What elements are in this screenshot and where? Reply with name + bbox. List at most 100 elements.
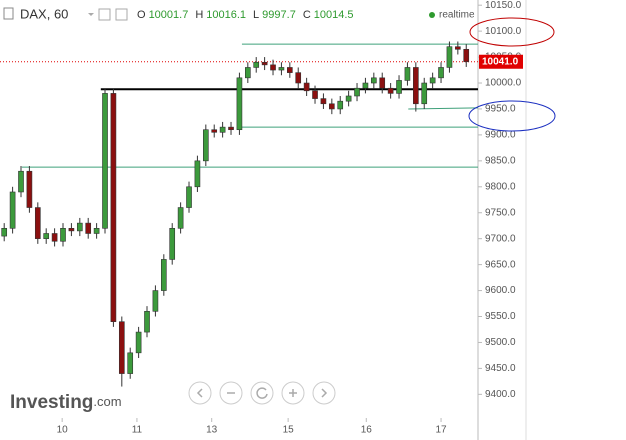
candle-body bbox=[186, 186, 192, 208]
candle-body bbox=[379, 77, 386, 89]
candle-body bbox=[177, 207, 184, 229]
candles bbox=[1, 41, 470, 387]
candle-body bbox=[228, 126, 234, 131]
y-tick-label: 10150.0 bbox=[485, 0, 522, 11]
logo: Investing.com bbox=[10, 392, 122, 413]
candle-body bbox=[18, 170, 24, 193]
ohlc-readout: O 10001.7 H 10016.1 L 9997.7 C 10014.5 bbox=[137, 9, 354, 21]
ohlc-key: C bbox=[303, 9, 311, 21]
candle-body bbox=[295, 72, 302, 84]
candle-body bbox=[362, 82, 369, 89]
candle-body bbox=[68, 228, 75, 232]
drawings bbox=[0, 43, 479, 168]
reset-button[interactable] bbox=[250, 381, 274, 405]
candle-body bbox=[337, 100, 344, 110]
scroll-right-button[interactable] bbox=[312, 381, 336, 405]
candle-body bbox=[463, 48, 470, 63]
y-tick-label: 9700.0 bbox=[485, 233, 516, 244]
candle-body bbox=[371, 77, 377, 84]
y-tick-label: 9650.0 bbox=[485, 259, 516, 270]
icon-left bbox=[196, 388, 203, 398]
x-tick-label: 10 bbox=[57, 425, 69, 436]
candle-body bbox=[26, 170, 33, 208]
candle-body bbox=[404, 67, 411, 81]
candle-body bbox=[413, 67, 419, 105]
ohlc-key: H bbox=[195, 9, 203, 21]
logo-suffix: .com bbox=[93, 394, 121, 409]
icon-right bbox=[321, 388, 328, 398]
scroll-left-button[interactable] bbox=[188, 381, 212, 405]
candle-body bbox=[287, 67, 293, 73]
candle-body bbox=[160, 259, 167, 291]
candle-body bbox=[43, 233, 50, 239]
candle-body bbox=[219, 126, 226, 133]
last-price-box bbox=[479, 54, 523, 69]
candle-body bbox=[253, 61, 260, 68]
x-tick-label: 15 bbox=[283, 425, 295, 436]
nav-icons bbox=[196, 387, 328, 399]
candle-body bbox=[396, 80, 402, 94]
candle-body bbox=[455, 46, 461, 50]
y-tick-label: 9950.0 bbox=[485, 104, 516, 115]
candle-body bbox=[127, 352, 134, 374]
candle-body bbox=[102, 93, 108, 229]
candle-body bbox=[194, 160, 201, 188]
icon-reset bbox=[256, 387, 268, 399]
candle-body bbox=[144, 311, 150, 333]
axes: 9400.0 9450.0 9500.0 9550.0 9600.0 9650.0 9700… bbox=[57, 0, 523, 436]
candle-body bbox=[211, 129, 218, 133]
annotation-ellipse bbox=[469, 17, 555, 47]
ohlc-value: 10016.1 bbox=[206, 9, 246, 21]
candle-body bbox=[421, 82, 428, 105]
candle-body bbox=[387, 87, 394, 94]
candle-body bbox=[135, 331, 142, 354]
candle-body bbox=[303, 82, 310, 92]
ohlc-value: 10014.5 bbox=[314, 9, 354, 21]
x-tick-label: 11 bbox=[132, 425, 143, 436]
candle-body bbox=[329, 103, 335, 110]
candle-body bbox=[85, 222, 92, 234]
x-tick-label: 17 bbox=[435, 425, 447, 436]
ohlc-value: 10001.7 bbox=[149, 9, 189, 21]
y-tick-label: 10000.0 bbox=[485, 78, 522, 89]
nav-buttons bbox=[188, 381, 336, 405]
candle-body bbox=[51, 233, 58, 242]
y-tick-label: 9900.0 bbox=[485, 130, 516, 141]
candle-body bbox=[236, 77, 243, 131]
realtime-dot bbox=[429, 12, 435, 18]
candle-body bbox=[438, 67, 444, 79]
candle-body bbox=[60, 228, 66, 242]
y-tick-label: 9500.0 bbox=[485, 337, 516, 348]
candle-body bbox=[202, 129, 209, 162]
annotation-ellipse bbox=[468, 100, 556, 132]
candle-body bbox=[169, 228, 176, 260]
candle-body bbox=[261, 61, 268, 66]
candle-body bbox=[354, 87, 360, 97]
candle-body bbox=[429, 77, 436, 84]
settings-icon[interactable] bbox=[98, 8, 111, 21]
candle-body bbox=[245, 67, 251, 79]
realtime-label: realtime bbox=[439, 10, 475, 21]
y-tick-label: 9750.0 bbox=[485, 207, 516, 218]
x-tick-label: 13 bbox=[206, 425, 218, 436]
ohlc-value: 9997.7 bbox=[262, 9, 296, 21]
candle-body bbox=[312, 90, 318, 99]
icon-plus bbox=[289, 389, 297, 397]
candle-body bbox=[110, 93, 117, 322]
candle-body bbox=[118, 321, 125, 374]
chart-icon[interactable] bbox=[3, 7, 14, 20]
dropdown-arrow[interactable] bbox=[88, 13, 94, 16]
ohlc-key: O bbox=[137, 9, 146, 21]
candle-body bbox=[34, 207, 41, 239]
y-tick-label: 9400.0 bbox=[485, 389, 516, 400]
last-price-label: 10041.0 bbox=[482, 56, 519, 67]
y-tick-label: 9800.0 bbox=[485, 181, 516, 192]
candle-body bbox=[93, 228, 100, 234]
settings-icon[interactable] bbox=[115, 8, 128, 21]
y-tick-label: 10100.0 bbox=[485, 26, 522, 37]
candle-body bbox=[1, 228, 8, 237]
y-tick-label: 9850.0 bbox=[485, 155, 516, 166]
logo-name: Investing bbox=[10, 392, 93, 413]
